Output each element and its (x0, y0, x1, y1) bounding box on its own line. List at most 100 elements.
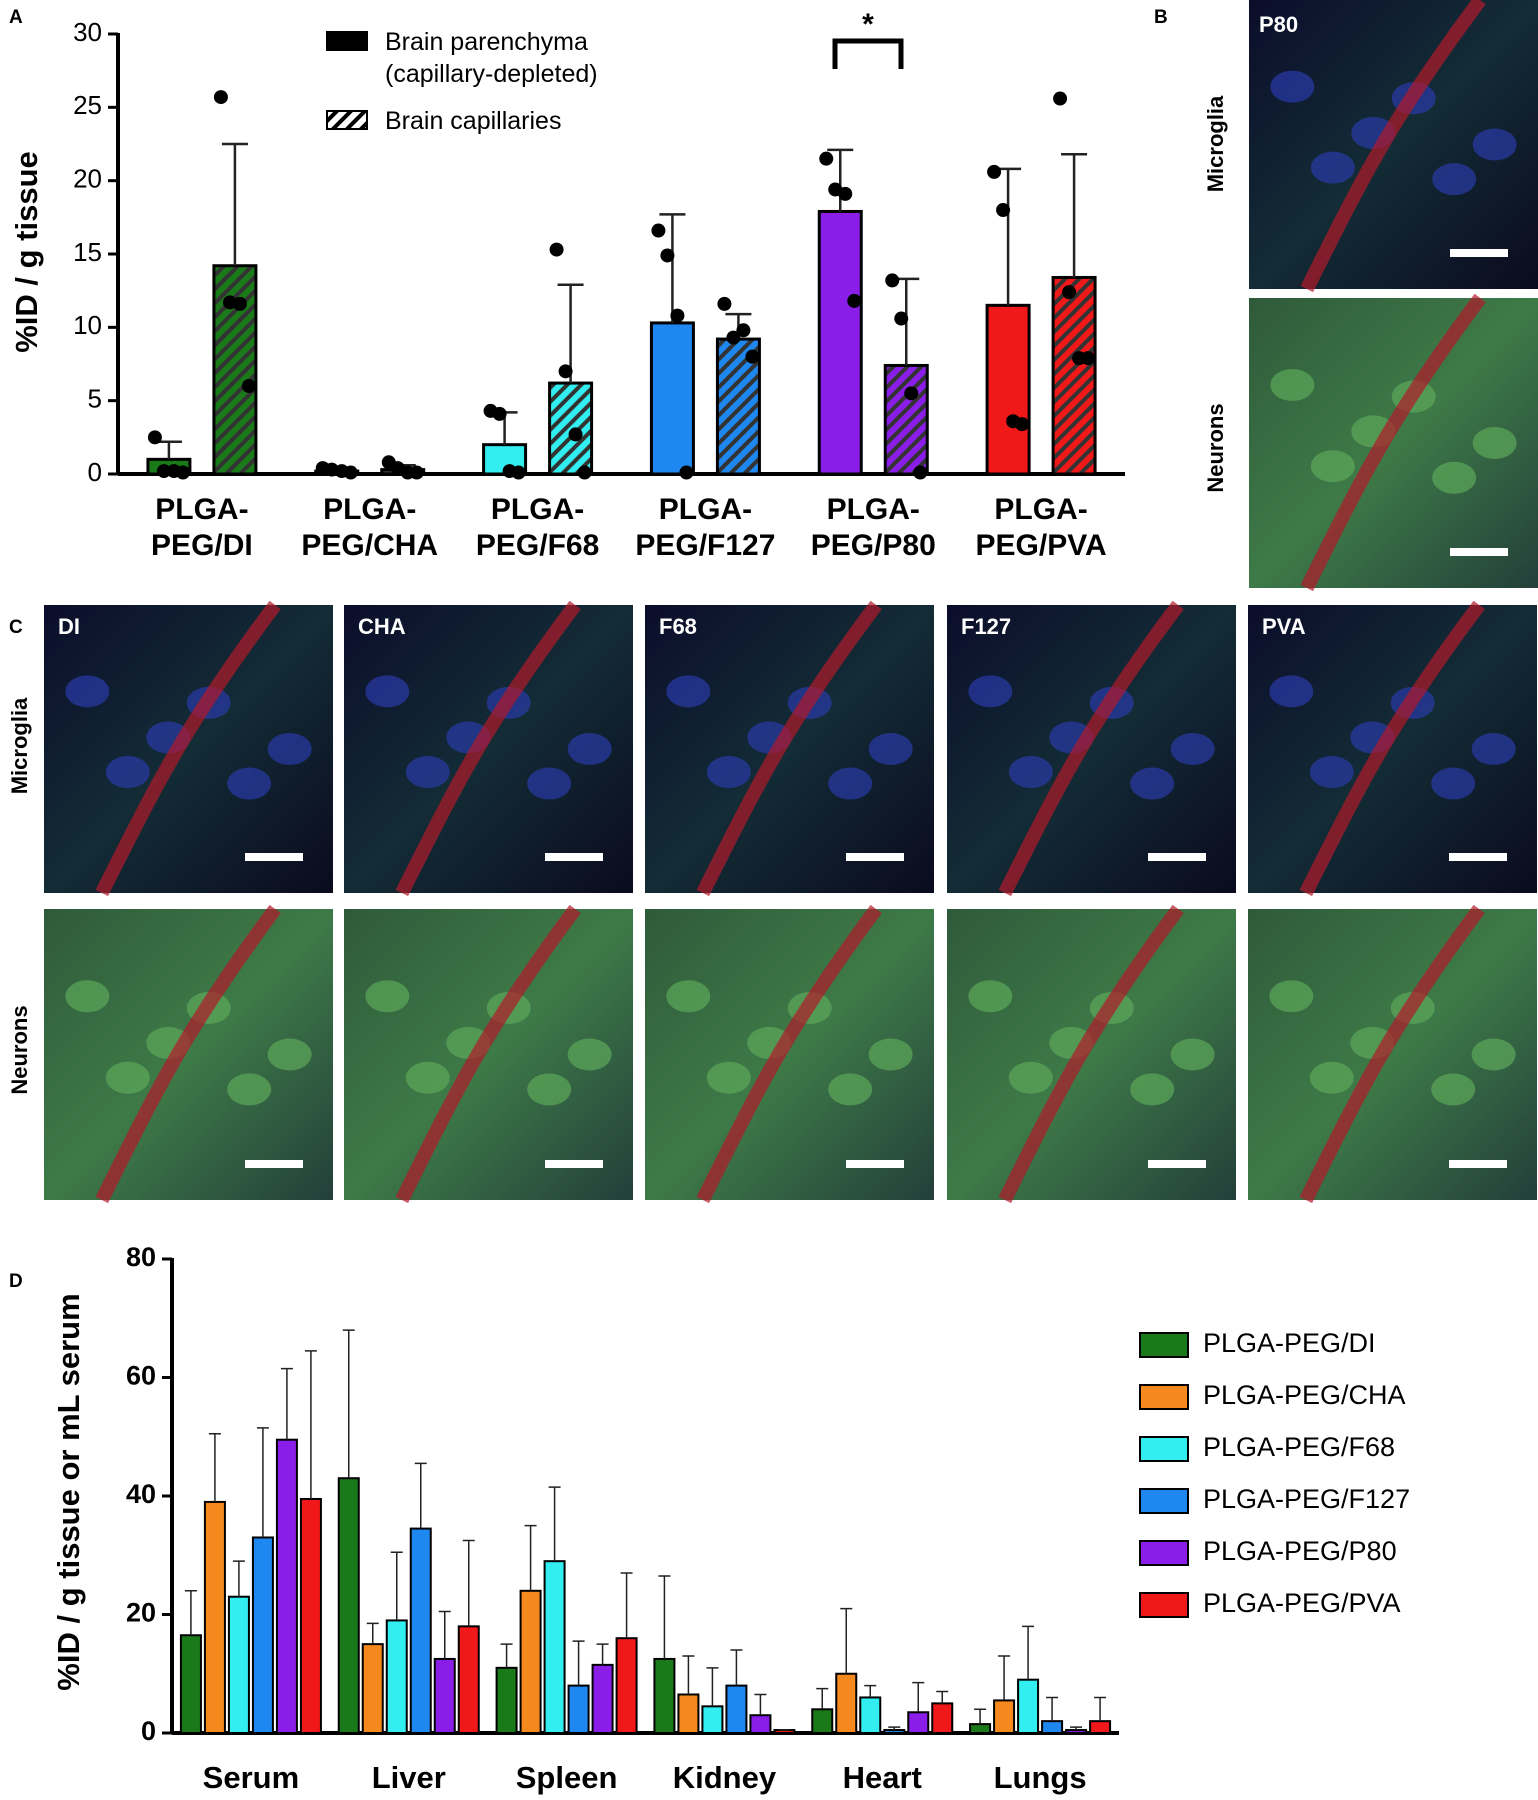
data-point (987, 164, 1002, 179)
error-bar (998, 1655, 1011, 1701)
x-tick-label: Lungs (994, 1760, 1087, 1795)
bar (883, 363, 929, 476)
data-point (568, 427, 583, 442)
error-bar (816, 1687, 829, 1710)
bar (179, 1634, 202, 1735)
vessel (395, 904, 581, 1204)
bar (1017, 1678, 1040, 1735)
error-bar (659, 213, 686, 323)
nucleus (828, 1073, 873, 1106)
error-bar (730, 1649, 743, 1686)
bar (817, 209, 863, 476)
bar (495, 1666, 518, 1734)
nucleus (968, 675, 1013, 708)
error-bar (572, 1640, 585, 1686)
row-label: Neurons (1203, 403, 1228, 492)
error-bar (1046, 1696, 1059, 1722)
image-label: PVA (1262, 614, 1306, 639)
y-tick-label: 20 (126, 1598, 156, 1628)
x-tick-label: PLGA-PEG/CHA (301, 493, 439, 562)
data-point (913, 465, 928, 480)
y-tick-label: 30 (73, 17, 102, 47)
nucleus (1309, 756, 1354, 789)
error-bar (840, 1607, 853, 1674)
scale-bar (245, 1160, 303, 1168)
error-bar (232, 1560, 245, 1597)
nucleus (868, 1038, 913, 1071)
nucleus (1472, 427, 1517, 459)
row-label: Microglia (1203, 95, 1228, 192)
panel-letter: A (9, 7, 23, 28)
error-bar (390, 1551, 403, 1621)
data-point (894, 311, 909, 326)
legend-swatch (1139, 1384, 1189, 1410)
scale-bar (1450, 548, 1508, 556)
x-tick-label: PLGA-PEG/F127 (635, 493, 776, 562)
bar (883, 1729, 906, 1734)
legend-label: PLGA-PEG/CHA (1203, 1380, 1406, 1410)
nucleus (1431, 1073, 1476, 1106)
legend-label: PLGA-PEG/F68 (1203, 1432, 1395, 1462)
panel-letter: B (1154, 7, 1168, 28)
nucleus (267, 1038, 312, 1071)
y-tick-label: 0 (141, 1716, 156, 1746)
data-point (847, 293, 862, 308)
bar (615, 1637, 638, 1734)
vessel (696, 600, 882, 897)
data-point (996, 203, 1011, 217)
legend-label: PLGA-PEG/F127 (1203, 1484, 1410, 1514)
nucleus (1170, 1038, 1215, 1071)
bar (715, 337, 761, 476)
error-bar (827, 148, 854, 212)
image-label: F68 (659, 614, 697, 639)
vessel (395, 600, 581, 897)
nucleus (1310, 151, 1355, 184)
error-bar (682, 1655, 695, 1695)
x-tick-label: Serum (203, 1760, 299, 1795)
error-bar (1061, 153, 1088, 278)
vessel (998, 904, 1184, 1204)
data-point (213, 90, 228, 105)
data-point (660, 248, 675, 263)
bar (677, 1693, 700, 1735)
scale-bar (846, 1160, 904, 1168)
x-tick-label: Spleen (516, 1760, 618, 1795)
data-point (147, 430, 162, 445)
scale-bar (1148, 853, 1206, 861)
error-bar (936, 1690, 949, 1704)
vessel (1300, 0, 1486, 293)
data-point (232, 296, 247, 311)
data-point (549, 242, 564, 257)
bar (251, 1536, 274, 1734)
error-bar (620, 1572, 633, 1639)
vessel (1300, 293, 1486, 592)
bar (548, 381, 594, 476)
nucleus (365, 675, 410, 708)
scale-bar (1449, 1160, 1507, 1168)
bar (567, 1684, 590, 1734)
data-point (1081, 351, 1096, 366)
nucleus (1310, 450, 1355, 483)
scale-bar (545, 1160, 603, 1168)
legend-swatch (326, 110, 368, 130)
legend-label: PLGA-PEG/PVA (1203, 1588, 1401, 1618)
error-bar (912, 1681, 925, 1713)
panel-letter: D (9, 1271, 23, 1292)
error-bar (888, 1726, 901, 1731)
bar (457, 1625, 480, 1734)
scale-bar (1148, 1160, 1206, 1168)
error-bar (706, 1667, 719, 1707)
nucleus (105, 1061, 150, 1094)
bar (985, 303, 1031, 476)
bar (543, 1560, 566, 1735)
vessel (95, 904, 281, 1204)
nucleus (1472, 128, 1517, 161)
nucleus (527, 767, 572, 800)
bar (701, 1705, 724, 1735)
image-label: DI (58, 614, 80, 639)
image-label: CHA (358, 614, 406, 639)
x-tick-label: Heart (843, 1760, 922, 1795)
legend-swatch (1139, 1592, 1189, 1618)
data-point (1062, 285, 1077, 300)
y-tick-label: 40 (126, 1479, 156, 1509)
